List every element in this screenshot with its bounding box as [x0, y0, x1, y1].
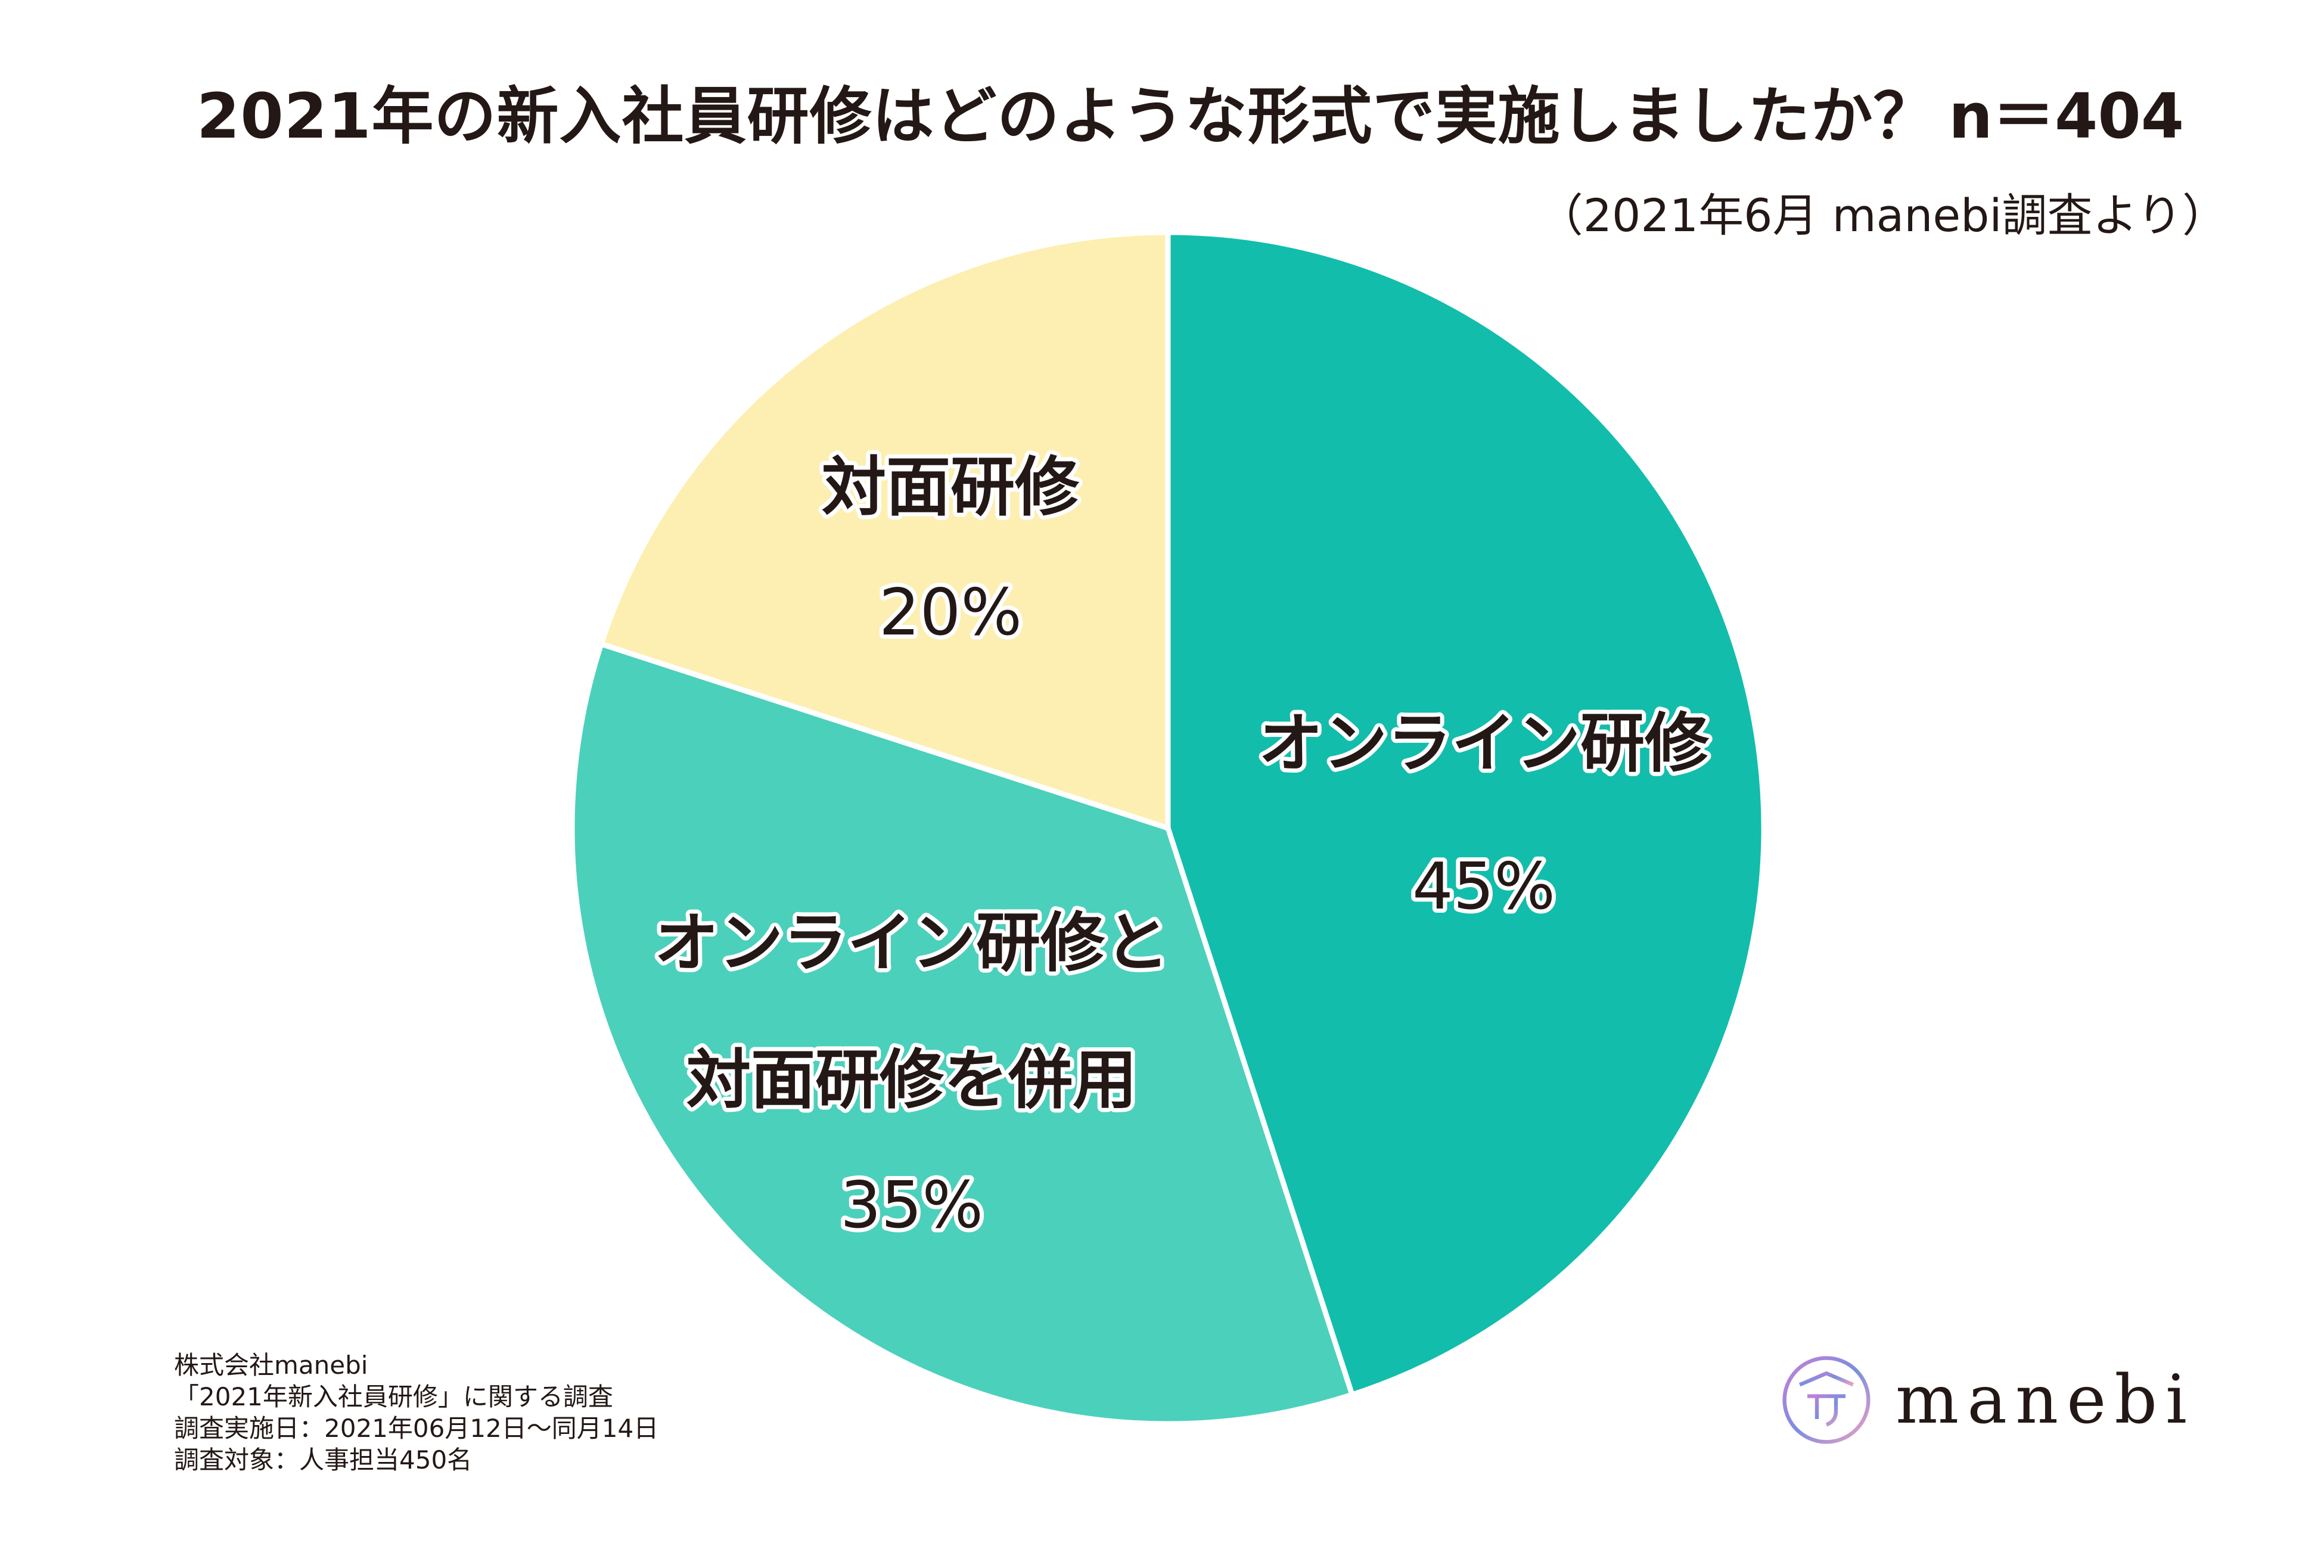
slice-label-2-line-2: 対面研修を併用	[686, 1043, 1137, 1118]
logo-text: manebi	[1896, 1361, 2195, 1439]
slice-label-2-line-1: オンライン研修と	[654, 906, 1169, 981]
footnote-survey-target: 調査対象：人事担当450名	[174, 1445, 473, 1474]
source-note: （2021年6月 manebi調査より）	[1537, 189, 2227, 242]
pie-slice-1	[1165, 229, 1767, 1398]
sample-size-label: n＝404	[1949, 80, 2185, 153]
manebi-logo-icon	[1782, 1356, 1871, 1444]
manebi-logo: manebi	[1779, 1352, 2195, 1448]
pie-slice-3	[598, 229, 1171, 831]
footnote-survey-name: 「2021年新入社員研修」に関する調査	[174, 1382, 613, 1411]
slice-label-3-line-1: 対面研修	[822, 450, 1080, 525]
slice-label-1-line-1: オンライン研修	[1259, 707, 1710, 781]
footnote-survey-date: 調査実施日：2021年06月12日～同月14日	[174, 1414, 659, 1443]
pie-slice-2	[569, 641, 1355, 1427]
slice-percent-3: 20%	[879, 575, 1022, 650]
slice-percent-2: 35%	[840, 1168, 983, 1243]
footnote-company: 株式会社manebi	[174, 1351, 368, 1380]
footnote: 株式会社manebi 「2021年新入社員研修」に関する調査 調査実施日：202…	[174, 1349, 658, 1476]
slice-percent-1: 45%	[1412, 850, 1555, 924]
chart-title: 2021年の新入社員研修はどのような形式で実施しましたか？	[197, 80, 1936, 153]
